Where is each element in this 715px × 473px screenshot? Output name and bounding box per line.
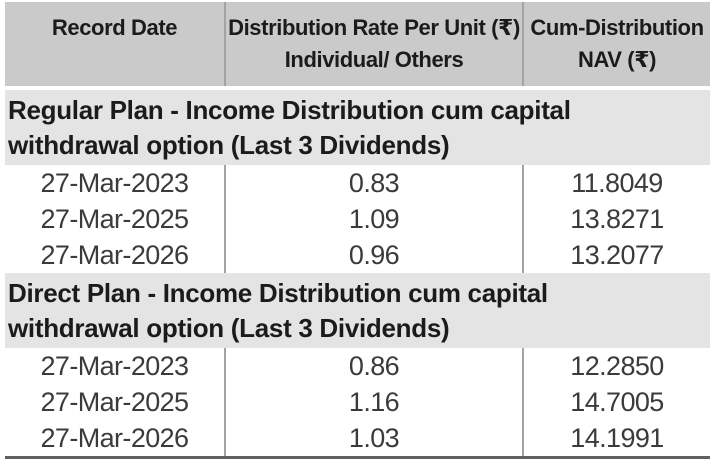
header-record-date: Record Date bbox=[5, 2, 224, 86]
header-distribution-rate: Distribution Rate Per Unit (₹) Individua… bbox=[224, 2, 524, 86]
header-cum-distribution-line2: NAV (₹) bbox=[577, 47, 657, 72]
distribution-rate-cell: 0.96 bbox=[224, 237, 524, 273]
table-row: 27-Mar-2026 1.03 14.1991 bbox=[5, 420, 710, 456]
nav-cell: 13.8271 bbox=[570, 204, 664, 234]
record-date-cell: 27-Mar-2023 bbox=[40, 351, 190, 381]
record-date-cell: 27-Mar-2026 bbox=[40, 423, 190, 453]
record-date-cell: 27-Mar-2026 bbox=[40, 240, 190, 270]
nav-cell: 14.7005 bbox=[570, 387, 664, 417]
nav-cell: 14.1991 bbox=[570, 423, 664, 453]
header-cum-distribution-line1: Cum-Distribution bbox=[530, 15, 704, 40]
table-header-row: Record Date Distribution Rate Per Unit (… bbox=[5, 2, 710, 86]
distribution-rate-cell: 1.03 bbox=[224, 420, 524, 456]
record-date-cell: 27-Mar-2025 bbox=[40, 204, 190, 234]
table-bottom-border bbox=[5, 456, 710, 459]
section-header-direct-plan: Direct Plan - Income Distribution cum ca… bbox=[5, 273, 710, 348]
record-date-cell: 27-Mar-2025 bbox=[40, 387, 190, 417]
header-distribution-rate-line2: Individual/ Others bbox=[284, 47, 464, 72]
section-header-direct-plan-title: Direct Plan - Income Distribution cum ca… bbox=[8, 277, 548, 343]
header-distribution-rate-line1: Distribution Rate Per Unit (₹) bbox=[228, 15, 520, 40]
distribution-rate-cell: 0.86 bbox=[224, 348, 524, 384]
table-row: 27-Mar-2025 1.16 14.7005 bbox=[5, 384, 710, 420]
nav-cell: 12.2850 bbox=[570, 351, 664, 381]
distribution-rate-cell: 0.83 bbox=[224, 165, 524, 201]
header-cum-distribution-nav: Cum-Distribution NAV (₹) bbox=[524, 2, 710, 86]
distribution-rate-cell: 1.09 bbox=[224, 201, 524, 237]
section-header-regular-plan-title: Regular Plan - Income Distribution cum c… bbox=[8, 94, 571, 160]
table-row: 27-Mar-2023 0.83 11.8049 bbox=[5, 165, 710, 201]
table-row: 27-Mar-2025 1.09 13.8271 bbox=[5, 201, 710, 237]
table-row: 27-Mar-2023 0.86 12.2850 bbox=[5, 348, 710, 384]
dividend-history-table: Record Date Distribution Rate Per Unit (… bbox=[5, 2, 710, 459]
distribution-rate-cell: 1.16 bbox=[224, 384, 524, 420]
record-date-cell: 27-Mar-2023 bbox=[40, 168, 190, 198]
section-header-regular-plan: Regular Plan - Income Distribution cum c… bbox=[5, 90, 710, 165]
header-record-date-label: Record Date bbox=[51, 15, 178, 40]
table-row: 27-Mar-2026 0.96 13.2077 bbox=[5, 237, 710, 273]
nav-cell: 13.2077 bbox=[570, 240, 664, 270]
nav-cell: 11.8049 bbox=[571, 168, 663, 198]
